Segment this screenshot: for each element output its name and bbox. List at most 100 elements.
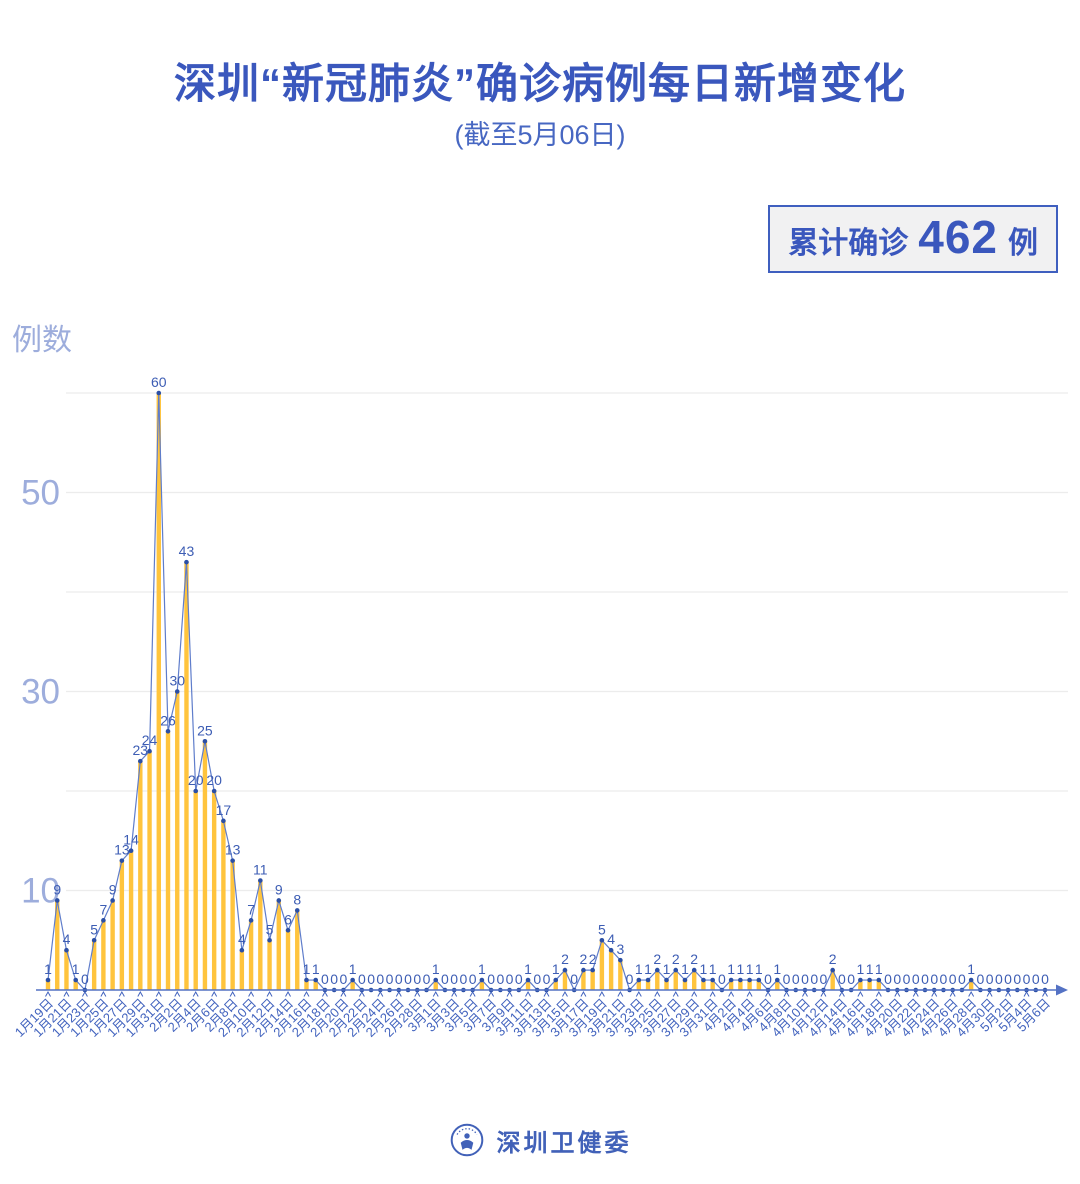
point-marker bbox=[258, 878, 263, 883]
point-marker bbox=[73, 977, 78, 983]
x-tick bbox=[358, 990, 365, 997]
bar bbox=[479, 980, 485, 990]
bar bbox=[645, 980, 651, 990]
value-label: 0 bbox=[626, 971, 634, 987]
x-tick bbox=[506, 990, 513, 997]
x-tick bbox=[783, 990, 790, 997]
bar bbox=[756, 980, 762, 990]
x-tick bbox=[229, 990, 236, 997]
value-label: 0 bbox=[570, 971, 578, 987]
value-label: 0 bbox=[792, 971, 800, 987]
point-marker bbox=[248, 918, 254, 923]
x-tick bbox=[303, 990, 310, 997]
value-label: 6 bbox=[284, 911, 292, 927]
x-tick bbox=[248, 990, 255, 997]
footer-org-name: 深圳卫健委 bbox=[496, 1129, 632, 1157]
x-tick bbox=[728, 990, 735, 997]
point-marker bbox=[747, 977, 752, 983]
x-tick bbox=[414, 990, 421, 997]
value-label: 0 bbox=[847, 971, 855, 987]
x-tick bbox=[894, 990, 901, 997]
value-label: 0 bbox=[506, 971, 514, 987]
point-marker bbox=[350, 977, 355, 983]
point-marker bbox=[710, 977, 715, 983]
value-label: 1 bbox=[875, 961, 883, 977]
footer: 深圳卫健委 bbox=[0, 1122, 1080, 1158]
point-marker bbox=[599, 937, 605, 943]
x-tick bbox=[802, 990, 808, 997]
x-tick bbox=[1042, 990, 1048, 997]
value-label: 14 bbox=[123, 832, 139, 848]
value-label: 0 bbox=[1004, 971, 1012, 987]
x-tick bbox=[543, 990, 550, 997]
bar bbox=[128, 850, 134, 990]
point-marker bbox=[581, 967, 586, 973]
value-label: 0 bbox=[986, 971, 994, 987]
bar bbox=[267, 940, 272, 990]
value-label: 0 bbox=[450, 971, 458, 987]
bar bbox=[858, 980, 863, 990]
value-label: 0 bbox=[921, 971, 929, 987]
value-label: 43 bbox=[179, 543, 195, 559]
value-label: 5 bbox=[266, 921, 274, 937]
value-label: 1 bbox=[349, 961, 357, 977]
point-marker bbox=[276, 898, 282, 903]
value-label: 1 bbox=[552, 961, 560, 977]
x-tick bbox=[598, 990, 605, 997]
point-marker bbox=[313, 977, 319, 983]
value-label: 4 bbox=[607, 931, 615, 947]
point-marker bbox=[682, 977, 688, 983]
bar bbox=[184, 562, 189, 990]
value-label: 2 bbox=[561, 951, 569, 967]
value-label: 0 bbox=[1041, 971, 1049, 987]
value-label: 7 bbox=[247, 901, 255, 917]
bar bbox=[710, 980, 715, 990]
value-label: 1 bbox=[72, 961, 80, 977]
value-label: 0 bbox=[81, 971, 89, 987]
point-marker bbox=[867, 977, 872, 983]
x-tick bbox=[266, 990, 273, 997]
point-marker bbox=[211, 788, 217, 794]
value-label: 0 bbox=[496, 971, 504, 987]
x-tick bbox=[580, 990, 587, 997]
x-tick bbox=[1023, 990, 1030, 997]
x-tick bbox=[81, 990, 88, 997]
value-label: 1 bbox=[432, 961, 440, 977]
value-label: 1 bbox=[709, 961, 717, 977]
bar bbox=[313, 980, 318, 990]
value-label: 1 bbox=[303, 961, 311, 977]
x-tick bbox=[949, 990, 956, 997]
value-label: 13 bbox=[225, 842, 241, 858]
x-tick bbox=[1005, 990, 1012, 997]
bar bbox=[175, 691, 180, 990]
bar bbox=[73, 980, 78, 990]
bar bbox=[747, 980, 752, 990]
x-tick bbox=[617, 990, 624, 997]
bar bbox=[221, 820, 226, 990]
point-marker bbox=[128, 848, 134, 853]
x-tick bbox=[432, 990, 439, 997]
value-label: 1 bbox=[967, 961, 975, 977]
x-tick bbox=[838, 990, 845, 997]
bar bbox=[193, 791, 198, 990]
point-marker bbox=[239, 947, 245, 953]
value-label: 25 bbox=[197, 722, 213, 738]
bar bbox=[876, 980, 882, 990]
value-label: 0 bbox=[930, 971, 938, 987]
value-label: 0 bbox=[376, 971, 384, 987]
value-label: 2 bbox=[672, 951, 680, 967]
value-label: 7 bbox=[99, 901, 107, 917]
value-label: 0 bbox=[487, 971, 495, 987]
x-tick bbox=[340, 990, 347, 997]
value-label: 9 bbox=[275, 881, 283, 897]
value-label: 26 bbox=[160, 712, 176, 728]
bar bbox=[830, 970, 835, 990]
value-label: 0 bbox=[764, 971, 772, 987]
y-tick-label: 10 bbox=[21, 872, 60, 911]
x-tick bbox=[562, 990, 568, 997]
x-tick bbox=[45, 990, 51, 997]
x-tick bbox=[931, 990, 938, 997]
value-label: 0 bbox=[949, 971, 957, 987]
